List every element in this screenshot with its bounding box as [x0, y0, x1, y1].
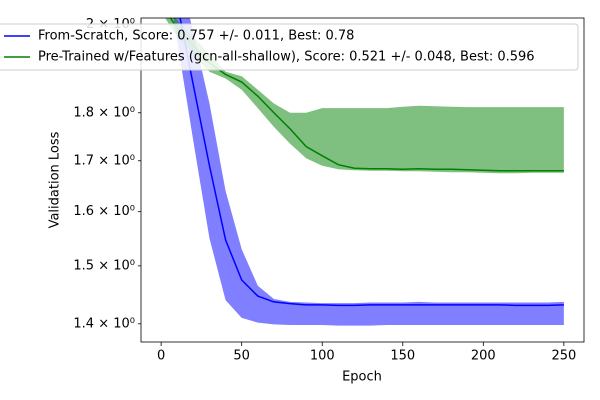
confidence-band — [165, 18, 564, 174]
legend-label: Pre-Trained w/Features (gcn-all-shallow)… — [38, 50, 535, 65]
y-tick-label: 1.5 × 10⁰ — [73, 258, 135, 273]
x-tick-label: 200 — [471, 349, 496, 364]
legend-label: From-Scratch, Score: 0.757 +/- 0.011, Be… — [38, 29, 354, 44]
y-axis-label: Validation Loss — [48, 131, 63, 228]
y-tick-label: 1.7 × 10⁰ — [73, 153, 135, 168]
x-tick-label: 100 — [310, 349, 335, 364]
x-tick-label: 0 — [157, 349, 165, 364]
legend: From-Scratch, Score: 0.757 +/- 0.011, Be… — [0, 23, 579, 71]
x-tick-label: 250 — [551, 349, 576, 364]
y-tick-label: 1.4 × 10⁰ — [73, 316, 135, 331]
series-line — [169, 18, 564, 172]
x-axis-label: Epoch — [342, 370, 382, 385]
axes: 0 50 100 150 200 250 1.4 × 10⁰ 1.5 × 10⁰ 1.6 × 1… — [73, 17, 576, 364]
y-tick-label: 1.6 × 10⁰ — [73, 204, 135, 219]
x-tick-label: 150 — [390, 349, 415, 364]
axes-frame — [140, 17, 585, 343]
series-line — [179, 18, 564, 307]
x-tick-label: 50 — [233, 349, 250, 364]
y-tick-label: 1.8 × 10⁰ — [73, 105, 135, 120]
legend-box — [0, 23, 579, 71]
plot-area — [165, 18, 564, 326]
